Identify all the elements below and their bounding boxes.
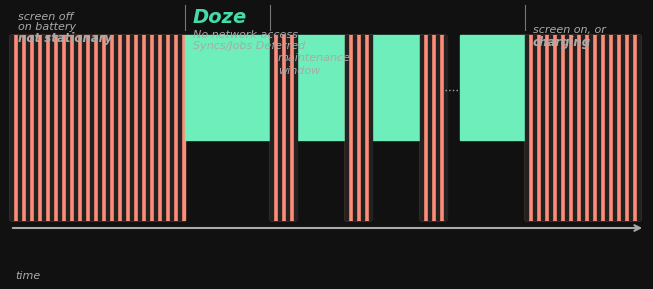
Bar <box>185 35 270 140</box>
Bar <box>154 35 157 220</box>
Bar <box>170 35 173 220</box>
Bar <box>436 35 439 220</box>
Text: charging: charging <box>533 36 591 49</box>
Text: Syncs/Jobs Deferred: Syncs/Jobs Deferred <box>193 41 305 51</box>
Bar <box>82 35 85 220</box>
Bar <box>98 35 101 220</box>
Bar <box>428 35 431 220</box>
Bar <box>557 35 560 220</box>
Bar <box>581 35 584 220</box>
Bar <box>26 35 29 220</box>
Bar <box>345 35 370 220</box>
Bar <box>130 35 133 220</box>
Bar <box>605 35 608 220</box>
Bar <box>541 35 544 220</box>
Bar <box>629 35 632 220</box>
Text: screen off: screen off <box>18 12 73 22</box>
Bar <box>162 35 165 220</box>
Bar <box>106 35 109 220</box>
Bar <box>50 35 53 220</box>
Bar <box>270 35 273 220</box>
Bar <box>637 35 640 220</box>
Text: screen on, or: screen on, or <box>533 25 606 35</box>
Text: time: time <box>15 271 40 281</box>
Bar <box>369 35 372 220</box>
Bar <box>420 35 445 220</box>
Bar <box>286 35 289 220</box>
Bar <box>114 35 117 220</box>
Bar <box>34 35 37 220</box>
Bar <box>10 35 185 220</box>
Bar <box>138 35 141 220</box>
Bar <box>565 35 568 220</box>
Bar <box>525 35 640 220</box>
Bar <box>345 35 348 220</box>
Bar <box>10 35 13 220</box>
Bar <box>74 35 77 220</box>
Bar <box>270 35 295 220</box>
Bar <box>370 35 420 140</box>
Bar <box>589 35 592 220</box>
Bar <box>444 35 447 220</box>
Text: maintenance
window: maintenance window <box>278 53 351 76</box>
Bar <box>361 35 364 220</box>
Bar <box>146 35 149 220</box>
Bar <box>122 35 125 220</box>
Text: not stationary: not stationary <box>18 32 112 45</box>
Bar <box>353 35 356 220</box>
Bar <box>294 35 297 220</box>
Bar <box>533 35 536 220</box>
Bar <box>18 35 21 220</box>
Bar <box>42 35 45 220</box>
Bar <box>178 35 181 220</box>
Bar <box>621 35 624 220</box>
Bar <box>58 35 61 220</box>
Bar <box>549 35 552 220</box>
Text: Doze: Doze <box>193 8 247 27</box>
Bar <box>278 35 281 220</box>
Bar <box>420 35 423 220</box>
Bar <box>525 35 528 220</box>
Bar <box>90 35 93 220</box>
Bar <box>66 35 69 220</box>
Bar <box>295 35 345 140</box>
Bar <box>613 35 616 220</box>
Text: on battery: on battery <box>18 22 76 32</box>
Bar <box>597 35 600 220</box>
Bar <box>460 35 525 140</box>
Text: No network access: No network access <box>193 30 298 40</box>
Bar <box>573 35 576 220</box>
